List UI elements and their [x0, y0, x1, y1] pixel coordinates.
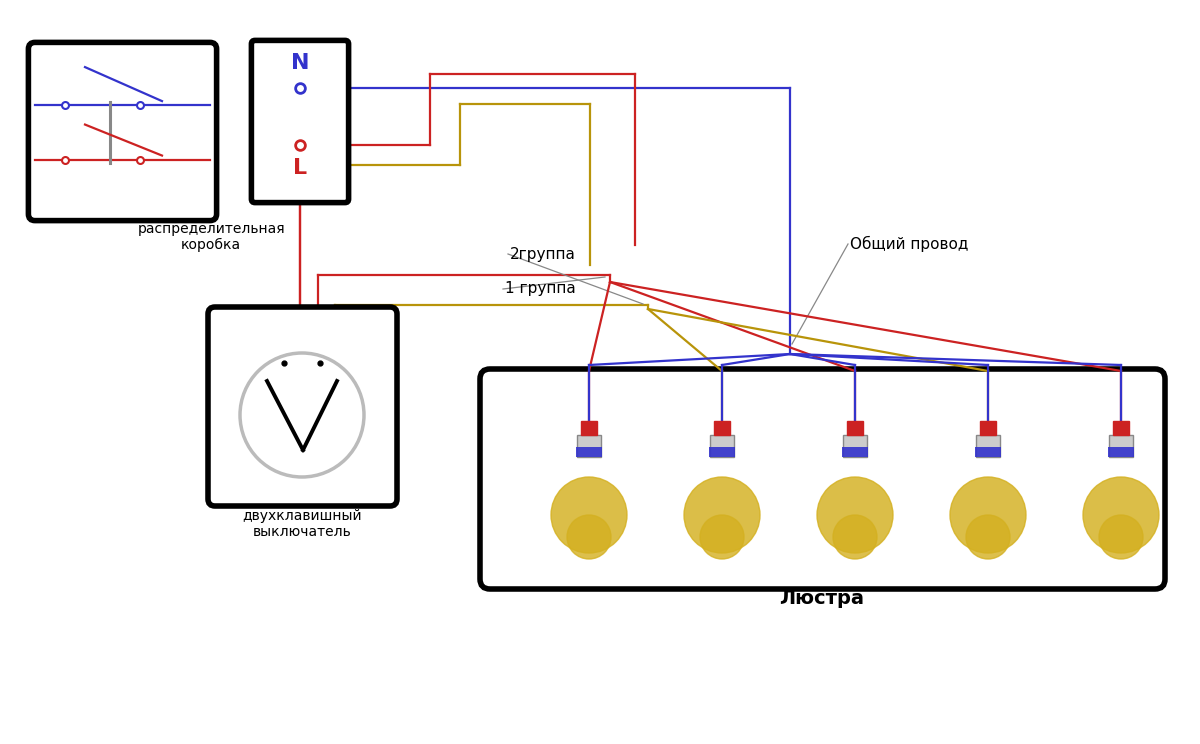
Circle shape	[833, 515, 877, 559]
FancyBboxPatch shape	[710, 435, 734, 457]
FancyBboxPatch shape	[980, 421, 996, 435]
FancyBboxPatch shape	[842, 447, 868, 457]
FancyBboxPatch shape	[581, 421, 598, 435]
Text: L: L	[293, 158, 307, 178]
FancyBboxPatch shape	[252, 40, 349, 202]
Circle shape	[700, 515, 744, 559]
Circle shape	[817, 477, 893, 553]
FancyBboxPatch shape	[709, 447, 734, 457]
Circle shape	[1084, 477, 1159, 553]
Text: 1 группа: 1 группа	[505, 281, 576, 297]
Text: двухклавишный
выключатель: двухклавишный выключатель	[242, 509, 362, 539]
FancyBboxPatch shape	[714, 421, 730, 435]
FancyBboxPatch shape	[576, 447, 602, 457]
Circle shape	[568, 515, 611, 559]
Circle shape	[950, 477, 1026, 553]
FancyBboxPatch shape	[577, 435, 601, 457]
Text: распределительная
коробка: распределительная коробка	[138, 222, 286, 252]
FancyBboxPatch shape	[976, 435, 1000, 457]
Text: Люстра: Люстра	[780, 589, 864, 608]
FancyBboxPatch shape	[974, 447, 1001, 457]
Text: Общий провод: Общий провод	[850, 236, 968, 252]
Circle shape	[966, 515, 1010, 559]
Text: N: N	[290, 53, 310, 73]
Circle shape	[684, 477, 760, 553]
FancyBboxPatch shape	[480, 369, 1165, 589]
Text: 2группа: 2группа	[510, 246, 576, 261]
Circle shape	[551, 477, 628, 553]
FancyBboxPatch shape	[208, 307, 397, 506]
FancyBboxPatch shape	[1109, 435, 1133, 457]
Circle shape	[1099, 515, 1142, 559]
FancyBboxPatch shape	[1114, 421, 1129, 435]
FancyBboxPatch shape	[842, 435, 866, 457]
FancyBboxPatch shape	[29, 42, 216, 221]
FancyBboxPatch shape	[1108, 447, 1134, 457]
FancyBboxPatch shape	[847, 421, 863, 435]
